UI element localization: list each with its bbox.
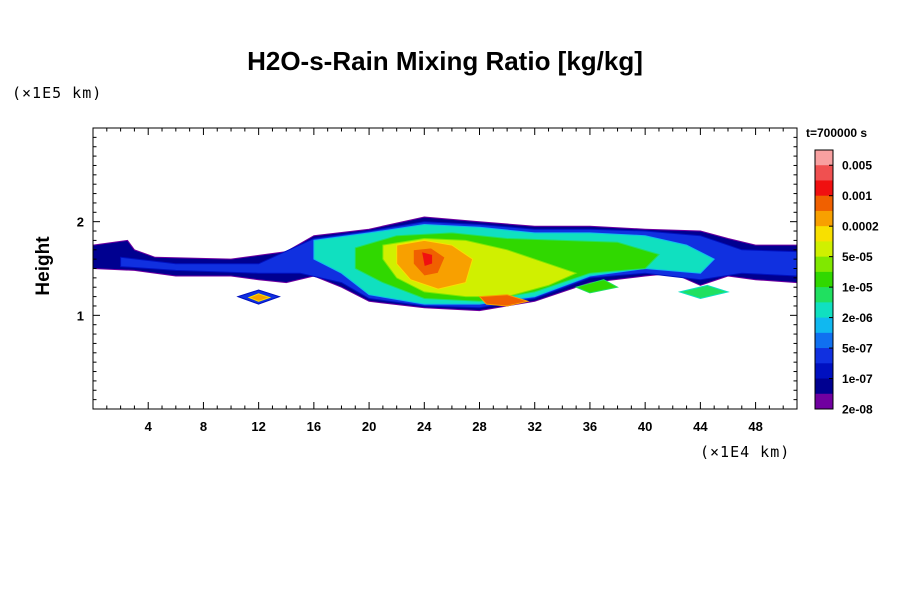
colorbar-label: 2e-08 (842, 403, 873, 417)
colorbar-swatch (815, 256, 833, 273)
x-tick-label: 24 (417, 419, 432, 434)
colorbar-label: 0.001 (842, 189, 872, 203)
colorbar-swatch (815, 363, 833, 380)
colorbar-frame (814, 149, 834, 410)
colorbar-swatch (815, 180, 833, 197)
contour-region (478, 294, 530, 307)
x-tick-label: 20 (362, 419, 376, 434)
colorbar-swatch (815, 241, 833, 258)
y-axis-unit-label: (×1E5 km) (12, 84, 103, 102)
colorbar-swatch (815, 332, 833, 349)
contour-region (574, 279, 619, 294)
x-tick-label: 16 (307, 419, 321, 434)
chart-title: H2O-s-Rain Mixing Ratio [kg/kg] (247, 46, 643, 76)
x-axis-unit-label: (×1E4 km) (700, 443, 791, 461)
colorbar-swatch (815, 302, 833, 319)
contour-region (247, 293, 272, 302)
x-tick-label: 4 (145, 419, 153, 434)
x-tick-label: 48 (748, 419, 762, 434)
y-tick-label: 2 (77, 215, 84, 230)
colorbar-legend: 0.005 0.001 0.0002 5e-05 1e-05 2e-06 5e-07 1e-0… (814, 149, 879, 417)
colorbar-label: 0.0002 (842, 220, 879, 234)
colorbar-label: 0.005 (842, 159, 872, 173)
colorbar-swatch (815, 393, 833, 410)
colorbar-label: 5e-05 (842, 250, 873, 264)
colorbar-swatch (815, 287, 833, 303)
contour-region (677, 284, 730, 300)
x-tick-label: 28 (472, 419, 486, 434)
colorbar-swatch (815, 317, 833, 334)
contour-region (420, 250, 434, 268)
x-tick-label: 12 (251, 419, 265, 434)
x-tick-label: 44 (693, 419, 708, 434)
colorbar-swatch (815, 378, 833, 395)
colorbar-swatch (815, 150, 833, 166)
colorbar-swatch (815, 348, 833, 364)
x-tick-label: 40 (638, 419, 652, 434)
colorbar-label: 5e-07 (842, 342, 873, 356)
x-tick-label: 32 (527, 419, 541, 434)
y-tick-label: 1 (77, 308, 84, 323)
colorbar-swatch (815, 210, 833, 227)
colorbar-swatch (815, 195, 833, 212)
colorbar-swatch (815, 226, 833, 242)
colorbar-label: 1e-05 (842, 281, 873, 295)
colorbar-label: 1e-07 (842, 372, 873, 386)
time-label: t=700000 s (806, 126, 868, 140)
plot-data-layer (93, 216, 797, 312)
x-tick-label: 36 (583, 419, 597, 434)
colorbar-label: 2e-06 (842, 311, 873, 325)
x-tick-label: 8 (200, 419, 207, 434)
colorbar-swatch (815, 165, 833, 181)
colorbar-swatch (815, 271, 833, 288)
